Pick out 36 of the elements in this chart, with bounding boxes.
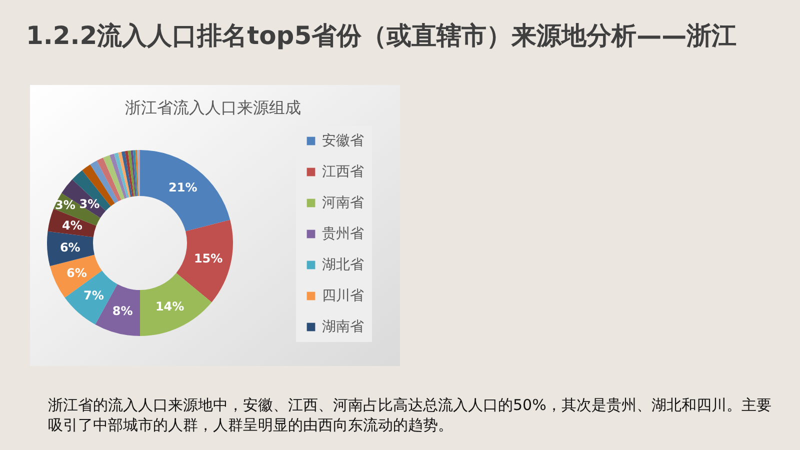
- legend-label: 湖北省: [322, 257, 364, 273]
- donut-slice: [110, 154, 127, 199]
- data-label: 6%: [60, 240, 80, 254]
- donut-slice: [176, 220, 233, 302]
- legend-label: 贵州省: [322, 226, 364, 242]
- donut-slice: [118, 152, 131, 198]
- donut-slice: [132, 150, 138, 196]
- donut-slice: [50, 254, 102, 298]
- data-label: 21%: [168, 180, 198, 195]
- donut-slice: [121, 151, 132, 197]
- donut-slice: [82, 164, 115, 206]
- donut-slice: [103, 155, 125, 200]
- text: 浙江省的流入人口来源地中，安徽、江西、河南占比高达总流入人口的50%，其次是贵州、湖北和四川。主要吸引了中部城市的人群，人群呈明显的由西向东流动的趋势。: [48, 396, 772, 434]
- donut-slice: [135, 150, 139, 196]
- data-label: 6%: [66, 266, 87, 280]
- legend-label: 四川省: [322, 288, 364, 304]
- donut-slice: [47, 231, 94, 266]
- legend-label: 安徽省: [322, 133, 364, 149]
- data-label: 3%: [79, 196, 100, 211]
- chart-title: 1.2.2流入人口排名top5省份（或直辖市）来源地分析——浙江: [26, 21, 737, 50]
- donut-slice: [114, 152, 129, 198]
- donut-slice: [128, 150, 136, 196]
- data-label: 4%: [62, 218, 82, 233]
- data-label: 8%: [112, 304, 133, 318]
- legend-label: 湖南省: [322, 319, 364, 335]
- data-label: 7%: [84, 288, 104, 303]
- data-label: 3%: [54, 198, 76, 212]
- legend-label: 江西省: [322, 164, 364, 180]
- chart-subtitle: 浙江省流入人口来源组成: [125, 99, 301, 117]
- donut-slice: [140, 272, 212, 336]
- donut-slice: [140, 150, 230, 232]
- data-label: 15%: [194, 251, 223, 266]
- donut-slice: [130, 150, 136, 196]
- donut-slice: [124, 150, 134, 197]
- legend-label: 河南省: [322, 195, 364, 211]
- data-label: 14%: [155, 299, 184, 314]
